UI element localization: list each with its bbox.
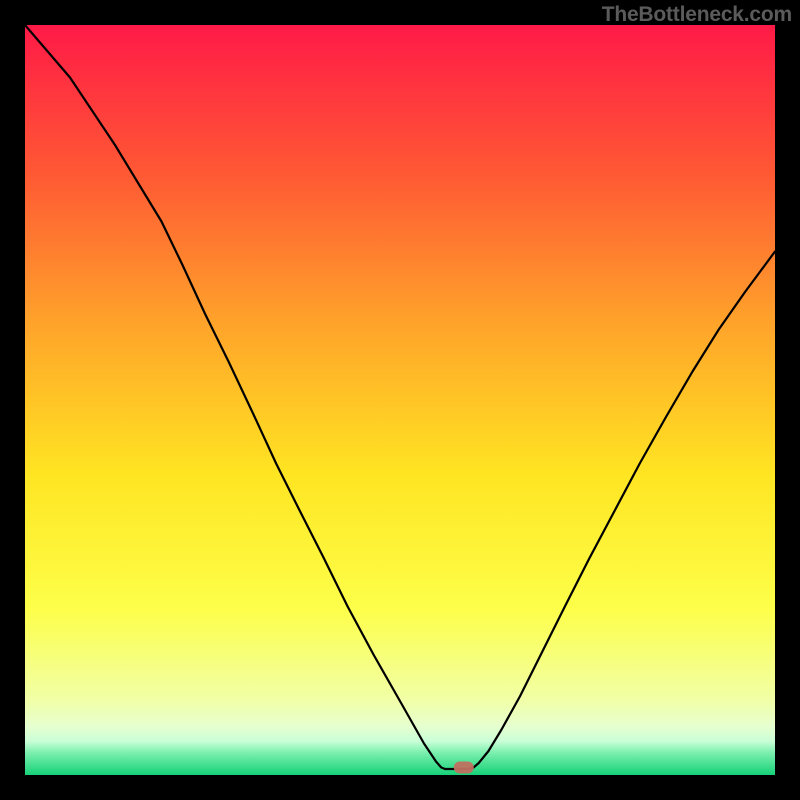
- bottleneck-chart: [25, 25, 775, 775]
- chart-frame: TheBottleneck.com: [0, 0, 800, 800]
- plot-background: [25, 25, 775, 775]
- optimum-marker: [454, 762, 474, 774]
- watermark-text: TheBottleneck.com: [602, 3, 792, 27]
